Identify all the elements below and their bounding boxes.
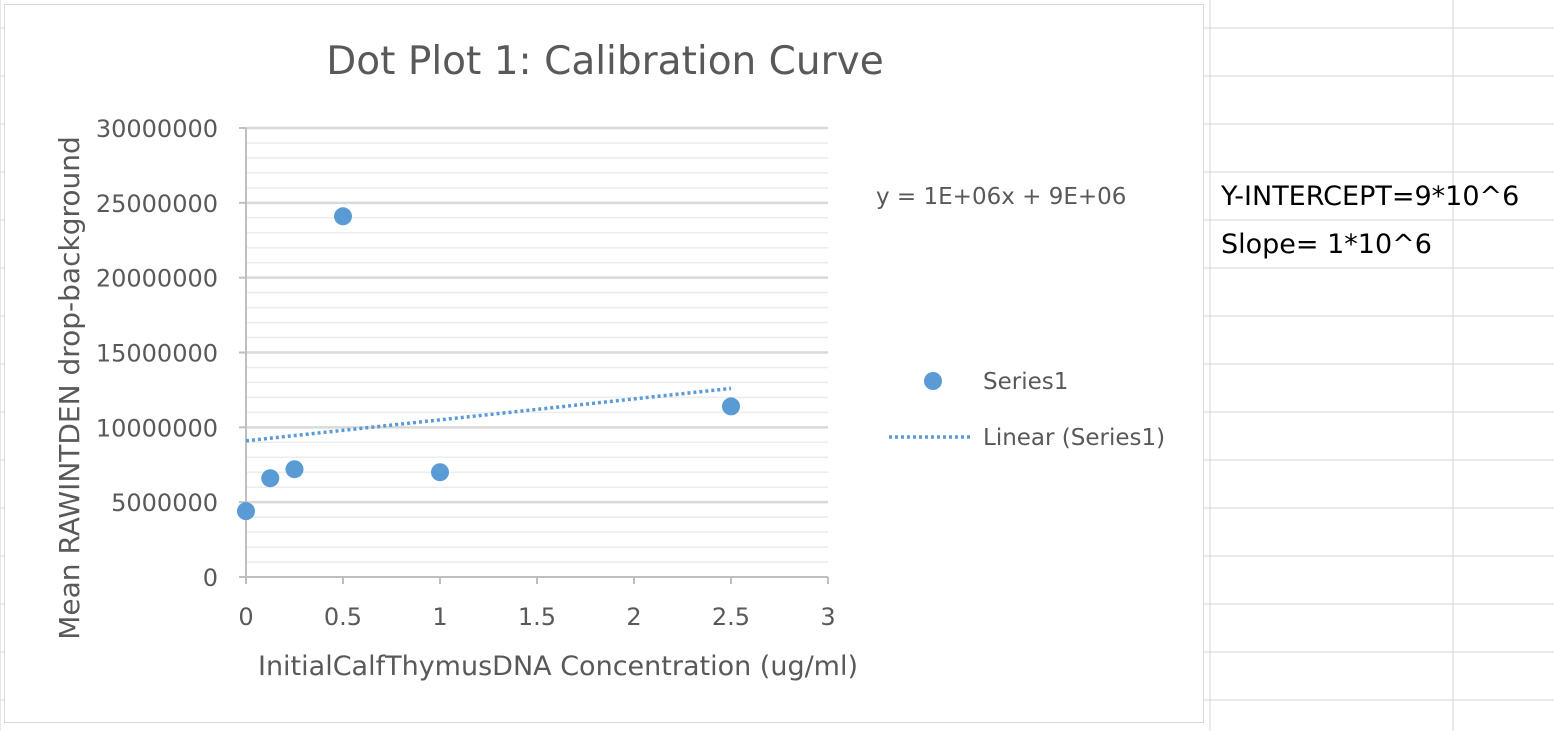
y-tick-label: 30000000 — [96, 115, 218, 143]
chart-legend: Series1 Linear (Series1) — [889, 369, 1165, 451]
y-tick-label: 0 — [203, 564, 218, 592]
x-tick-label: 1.5 — [518, 603, 556, 631]
chart-area[interactable] — [4, 4, 1204, 723]
x-tick-label: 1 — [432, 603, 447, 631]
y-tick-label: 25000000 — [96, 190, 218, 218]
data-point — [722, 397, 740, 416]
y-tick-label: 15000000 — [96, 340, 218, 368]
legend-marker-series1 — [924, 372, 942, 390]
data-point — [237, 502, 255, 521]
data-point — [285, 460, 304, 479]
data-point — [261, 469, 280, 488]
legend-label-series1: Series1 — [983, 369, 1068, 395]
axes — [239, 127, 829, 584]
chart-title: Dot Plot 1: Calibration Curve — [326, 39, 883, 84]
y-axis-label: Mean RAWINTDEN drop-background — [53, 136, 86, 640]
x-tick-label: 0 — [238, 603, 253, 631]
x-tick-label: 3 — [820, 603, 835, 631]
legend-label-trendline: Linear (Series1) — [983, 425, 1165, 451]
major-gridlines — [246, 126, 828, 504]
x-axis-tick-labels: 0 0.5 1 1.5 2 2.5 3 — [238, 603, 835, 631]
trendline-equation: y = 1E+06x + 9E+06 — [876, 184, 1126, 210]
cell-y-intercept[interactable]: Y-INTERCEPT=9*10^6 — [1221, 181, 1520, 212]
y-axis-tick-labels: 0 5000000 10000000 15000000 20000000 25000000… — [96, 115, 218, 592]
cell-slope[interactable]: Slope= 1*10^6 — [1221, 229, 1432, 260]
trendline — [245, 386, 732, 443]
x-tick-label: 2 — [626, 603, 641, 631]
x-tick-label: 0.5 — [324, 603, 362, 631]
y-tick-label: 20000000 — [96, 265, 218, 293]
minor-gridlines — [246, 142, 828, 563]
x-axis-label: InitialCalfThymusDNA Concentration (ug/m… — [258, 651, 858, 682]
y-tick-label: 5000000 — [111, 489, 218, 517]
y-tick-label: 10000000 — [96, 414, 218, 442]
trendline-group — [245, 386, 732, 443]
data-point — [431, 463, 449, 482]
data-point — [334, 207, 352, 226]
data-points — [237, 207, 740, 521]
x-tick-label: 2.5 — [712, 603, 750, 631]
